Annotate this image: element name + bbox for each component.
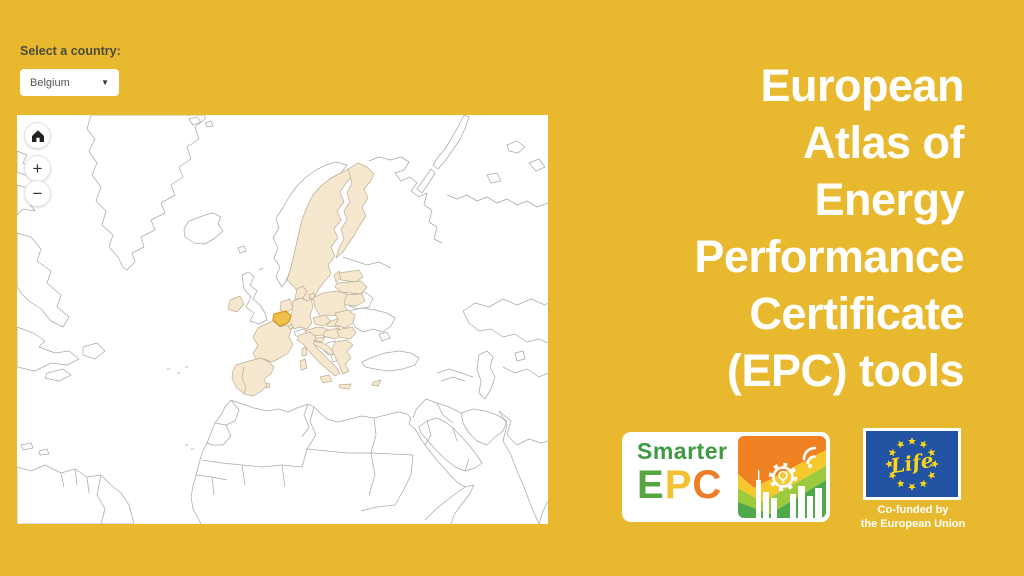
country-sicily (319, 374, 333, 384)
country-romania (334, 309, 356, 329)
country-cyprus (371, 379, 382, 387)
city-skyline-icon (756, 470, 822, 518)
map-home-button[interactable] (24, 122, 51, 149)
smarter-logo-word: Smarter (637, 438, 728, 464)
country-corsica (301, 346, 308, 357)
smarter-epc-logo: Smarter EPC (622, 432, 830, 522)
country-czechia (312, 314, 332, 327)
eu-member-countries[interactable] (227, 162, 382, 397)
minus-icon: − (32, 184, 43, 203)
europe-map-svg[interactable] (17, 115, 548, 524)
plus-icon: + (32, 159, 43, 178)
home-icon (31, 129, 44, 142)
country-belgium-highlighted[interactable] (272, 310, 292, 327)
country-ireland (227, 295, 245, 313)
map-zoom-out-button[interactable]: − (24, 180, 51, 207)
country-netherlands (279, 298, 294, 314)
country-slovenia (314, 336, 326, 343)
smarter-logo-epc: EPC (637, 465, 727, 505)
country-dropdown-value: Belgium (30, 76, 70, 89)
wifi-icon (802, 446, 817, 468)
eu-life-logo: Life (863, 428, 961, 500)
country-selector-label: Select a country: (20, 44, 121, 58)
country-bulgaria (336, 326, 357, 340)
country-germany (289, 297, 314, 330)
country-crete (338, 383, 352, 390)
country-sardinia (299, 358, 308, 371)
eu-cofunded-caption: Co-funded by the European Union (860, 504, 966, 530)
country-greece (331, 339, 354, 375)
chevron-down-icon: ▼ (101, 78, 109, 87)
gear-lightbulb-icon (768, 462, 798, 492)
country-dropdown[interactable]: Belgium ▼ (20, 69, 119, 96)
border-portugal (241, 366, 247, 395)
page-title: European Atlas of Energy Performance Cer… (694, 60, 964, 396)
country-iberia (231, 357, 275, 397)
epc-letter-c: C (692, 463, 723, 507)
map-zoom-in-button[interactable]: + (24, 155, 51, 182)
epc-letter-e: E (637, 463, 665, 507)
country-finland (335, 162, 375, 259)
country-france (252, 320, 294, 363)
epc-letter-p: P (664, 463, 693, 507)
smarter-logo-graphic (738, 436, 826, 518)
country-estonia (338, 269, 364, 283)
map-panel[interactable]: + − (17, 115, 548, 524)
